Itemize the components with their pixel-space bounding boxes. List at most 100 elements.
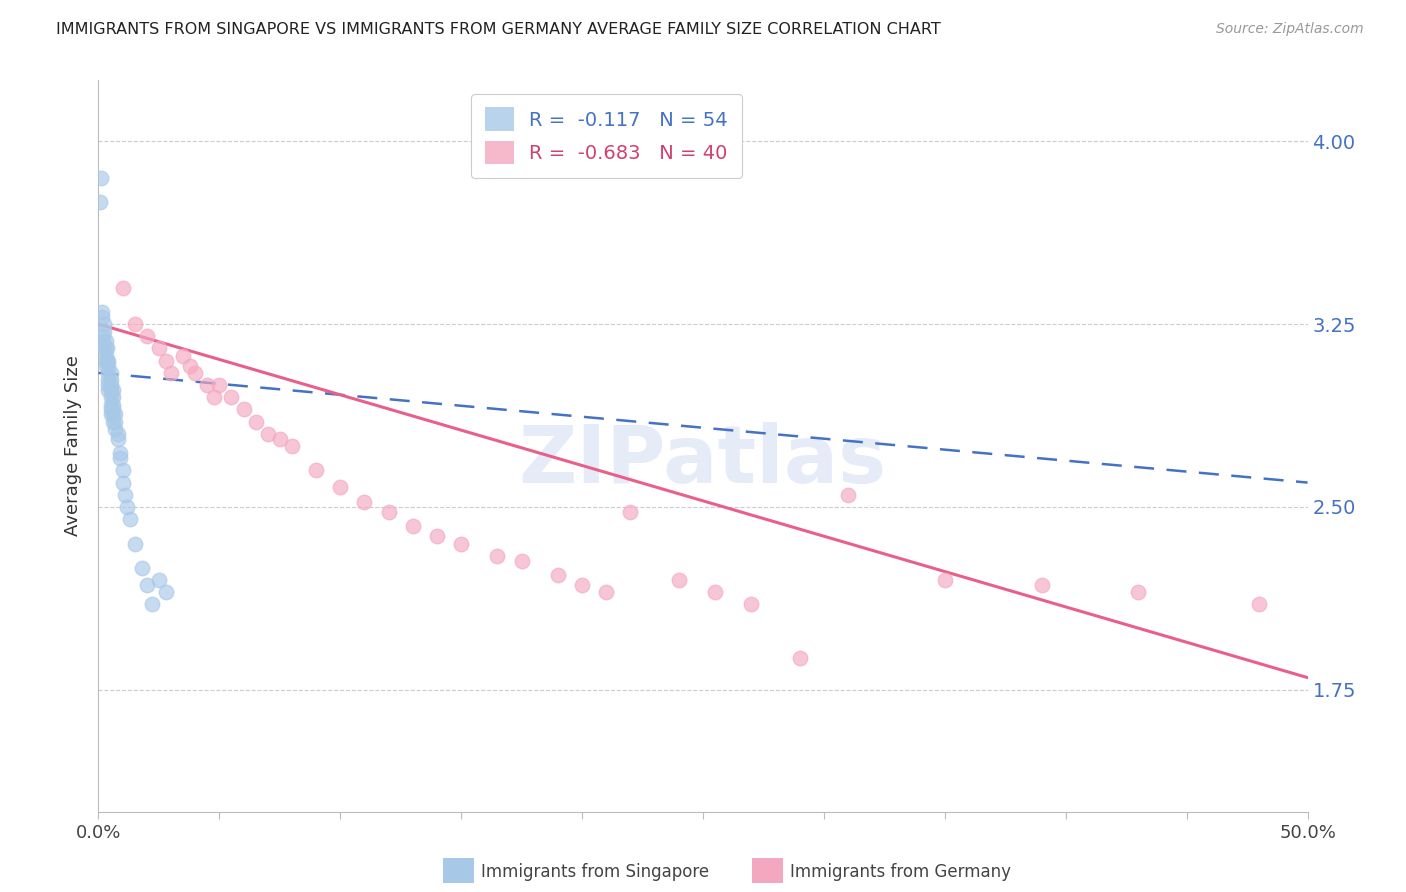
Point — [305, 463, 328, 477]
Point — [108, 446, 131, 460]
Point — [91, 329, 114, 343]
Point — [450, 536, 472, 550]
Point — [547, 568, 569, 582]
Point — [148, 573, 170, 587]
Point — [135, 329, 157, 343]
Point — [100, 373, 122, 387]
Point — [1249, 598, 1271, 612]
Point — [269, 432, 291, 446]
Text: IMMIGRANTS FROM SINGAPORE VS IMMIGRANTS FROM GERMANY AVERAGE FAMILY SIZE CORRELA: IMMIGRANTS FROM SINGAPORE VS IMMIGRANTS … — [56, 22, 941, 37]
Point — [100, 398, 122, 412]
Point — [97, 359, 120, 373]
Point — [100, 378, 122, 392]
Point — [221, 390, 243, 404]
Point — [94, 359, 117, 373]
Point — [101, 390, 124, 404]
Point — [204, 390, 226, 404]
Point — [91, 305, 114, 319]
Point — [329, 480, 352, 494]
Point — [94, 334, 117, 348]
Y-axis label: Average Family Size: Average Family Size — [63, 356, 82, 536]
Point — [107, 432, 129, 446]
Text: Immigrants from Singapore: Immigrants from Singapore — [481, 863, 709, 881]
Point — [571, 578, 593, 592]
Point — [97, 383, 120, 397]
Text: Immigrants from Germany: Immigrants from Germany — [790, 863, 1011, 881]
Point — [100, 407, 122, 421]
Point — [837, 488, 859, 502]
Point — [160, 366, 183, 380]
Point — [111, 475, 134, 490]
Point — [94, 342, 117, 356]
Point — [789, 651, 811, 665]
Legend: R =  -0.117   N = 54, R =  -0.683   N = 40: R = -0.117 N = 54, R = -0.683 N = 40 — [471, 94, 741, 178]
Point — [208, 378, 231, 392]
Point — [256, 426, 278, 441]
Point — [131, 561, 153, 575]
Point — [111, 463, 134, 477]
Point — [1128, 585, 1150, 599]
Point — [94, 353, 117, 368]
Point — [94, 349, 117, 363]
Point — [179, 359, 201, 373]
Text: Source: ZipAtlas.com: Source: ZipAtlas.com — [1216, 22, 1364, 37]
Point — [96, 353, 118, 368]
Point — [91, 342, 114, 356]
Point — [740, 598, 762, 612]
Point — [155, 585, 177, 599]
Point — [111, 280, 134, 294]
Point — [97, 378, 120, 392]
Point — [91, 310, 114, 324]
Point — [619, 505, 641, 519]
Point — [141, 598, 163, 612]
Point — [93, 325, 115, 339]
Point — [595, 585, 617, 599]
Point — [101, 415, 124, 429]
Point — [232, 402, 254, 417]
Point — [118, 512, 141, 526]
Point — [93, 317, 115, 331]
Point — [104, 422, 127, 436]
Point — [704, 585, 727, 599]
Point — [281, 439, 304, 453]
Point — [353, 495, 375, 509]
Point — [100, 366, 122, 380]
Point — [97, 353, 120, 368]
Point — [108, 451, 131, 466]
Point — [97, 366, 120, 380]
Point — [195, 378, 218, 392]
Point — [124, 317, 146, 331]
Point — [90, 170, 112, 185]
Point — [100, 402, 122, 417]
Point — [184, 366, 207, 380]
Point — [100, 390, 122, 404]
Point — [104, 415, 127, 429]
Point — [172, 349, 194, 363]
Point — [97, 373, 120, 387]
Text: ZIPatlas: ZIPatlas — [519, 422, 887, 500]
Point — [668, 573, 690, 587]
Point — [114, 488, 136, 502]
Point — [107, 426, 129, 441]
Point — [117, 500, 139, 514]
Point — [101, 407, 124, 421]
Point — [148, 342, 170, 356]
Point — [245, 415, 267, 429]
Point — [155, 353, 177, 368]
Point — [101, 402, 124, 417]
Point — [104, 407, 127, 421]
Point — [91, 334, 114, 348]
Point — [486, 549, 509, 563]
Point — [135, 578, 157, 592]
Point — [100, 383, 122, 397]
Point — [124, 536, 146, 550]
Point — [510, 553, 533, 567]
Point — [402, 519, 425, 533]
Point — [96, 342, 118, 356]
Point — [1031, 578, 1053, 592]
Point — [377, 505, 399, 519]
Point — [934, 573, 956, 587]
Point — [89, 195, 111, 210]
Point — [101, 383, 124, 397]
Point — [426, 529, 449, 543]
